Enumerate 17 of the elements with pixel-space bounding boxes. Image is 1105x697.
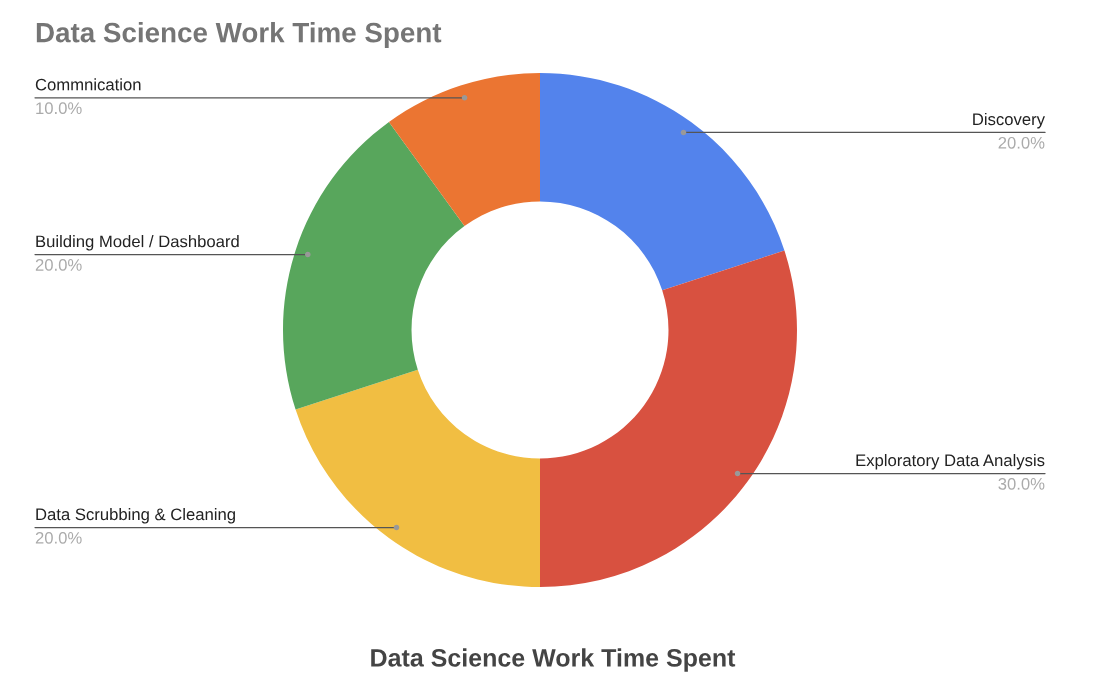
donut-slice: [540, 250, 797, 587]
donut-slice: [283, 122, 465, 410]
donut-slice: [540, 73, 785, 291]
data-label: 20.0%: [998, 136, 1045, 149]
slice-label: Data Scrubbing & Cleaning: [36, 507, 235, 524]
donut-slice: [388, 73, 540, 227]
data-label: 20.0%: [35, 258, 82, 271]
slice-label: Exploratory Data Analysis: [856, 453, 1045, 470]
data-label: 20.0%: [35, 531, 82, 544]
donut-slice: [295, 369, 540, 587]
data-label: 30.0%: [998, 477, 1045, 490]
slice-label: Building Model / Dashboard: [36, 235, 239, 251]
chart-title: Data Science Work Time Spent: [36, 22, 442, 48]
data-label: 10.0%: [36, 102, 82, 115]
text: Data Science Work Time Spent: [371, 648, 736, 672]
slice-label: Discovery: [973, 112, 1045, 129]
slice-label: Commnication: [35, 78, 141, 91]
